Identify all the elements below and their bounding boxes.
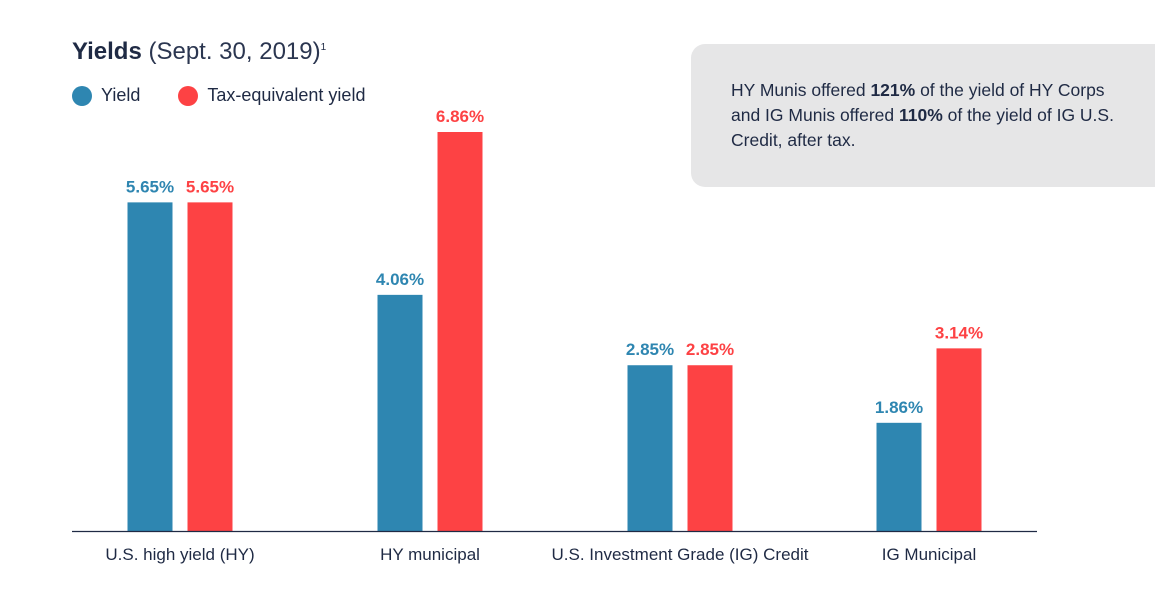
x-tick-label-u-s-investment-grade-ig-credit: U.S. Investment Grade (IG) Credit xyxy=(552,545,809,564)
callout-text-2: of the yield of HY Corps and IG Munis of… xyxy=(731,80,1105,125)
legend-label-tax-equivalent-yield: Tax-equivalent yield xyxy=(207,85,366,105)
bar-yield-u-s-high-yield-hy xyxy=(127,202,173,531)
chart-title-date: (Sept. 30, 2019) xyxy=(148,38,321,65)
bar-yield-u-s-investment-grade-ig-credit xyxy=(627,365,673,531)
legend-swatch-yield xyxy=(72,85,92,106)
value-label-yield-ig-municipal: 1.86% xyxy=(875,398,923,417)
bar-yield-ig-municipal xyxy=(876,422,922,531)
chart-title: Yields (Sept. 30, 2019)1 xyxy=(72,38,326,66)
bar-tax-equivalent-yield-u-s-high-yield-hy xyxy=(187,202,233,531)
value-label-tax-equivalent-yield-ig-municipal: 3.14% xyxy=(935,323,983,342)
bar-yield-hy-municipal xyxy=(377,294,423,531)
bar-tax-equivalent-yield-u-s-investment-grade-ig-credit xyxy=(687,365,733,531)
value-label-tax-equivalent-yield-u-s-investment-grade-ig-credit: 2.85% xyxy=(686,340,734,359)
callout-box: HY Munis offered 121% of the yield of HY… xyxy=(691,44,1155,187)
callout-highlight-ig: 110% xyxy=(898,105,943,125)
callout-text-3: of the yield of IG U.S. Credit, after ta… xyxy=(731,105,1114,150)
x-tick-label-u-s-high-yield-hy: U.S. high yield (HY) xyxy=(105,545,254,564)
value-label-tax-equivalent-yield-hy-municipal: 6.86% xyxy=(436,107,484,126)
value-label-yield-u-s-high-yield-hy: 5.65% xyxy=(126,177,174,196)
legend-item-tax-equivalent-yield: Tax-equivalent yield xyxy=(178,85,365,106)
bar-tax-equivalent-yield-hy-municipal xyxy=(437,132,483,531)
footnote-marker: 1 xyxy=(320,42,327,53)
x-tick-label-hy-municipal: HY municipal xyxy=(380,545,480,564)
bar-tax-equivalent-yield-ig-municipal xyxy=(936,348,982,531)
legend-item-yield: Yield xyxy=(72,85,140,106)
callout-text-1: HY Munis offered xyxy=(731,80,871,100)
value-label-yield-hy-municipal: 4.06% xyxy=(376,270,424,289)
legend-swatch-tax-equivalent-yield xyxy=(178,85,199,106)
legend-label-yield: Yield xyxy=(101,85,141,105)
value-label-yield-u-s-investment-grade-ig-credit: 2.85% xyxy=(626,340,674,359)
callout-highlight-hy: 121% xyxy=(870,80,916,100)
value-label-tax-equivalent-yield-u-s-high-yield-hy: 5.65% xyxy=(186,177,234,196)
legend: Yield Tax-equivalent yield xyxy=(72,85,403,106)
x-tick-label-ig-municipal: IG Municipal xyxy=(882,545,976,564)
chart-title-bold: Yields xyxy=(72,38,142,65)
